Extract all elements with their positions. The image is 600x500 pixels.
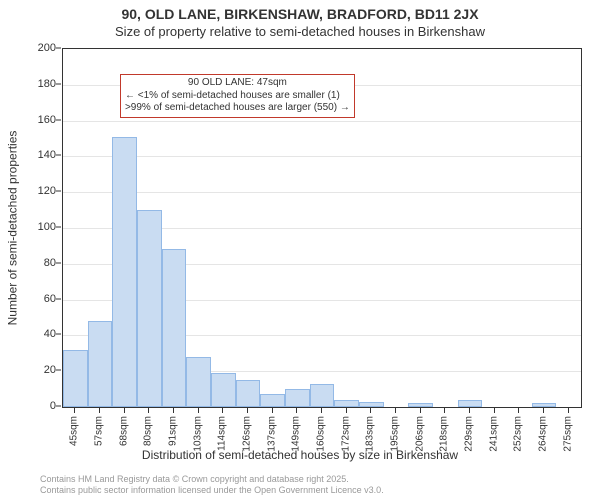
- y-tick-mark: [56, 406, 61, 407]
- annotation-line-2: >99% of semi-detached houses are larger …: [125, 102, 350, 115]
- x-axis-label: Distribution of semi-detached houses by …: [0, 448, 600, 462]
- x-tick-label: 103sqm: [192, 416, 203, 452]
- y-tick-label: 100: [16, 221, 56, 233]
- x-tick-label: 275sqm: [562, 416, 573, 452]
- annotation-box: 90 OLD LANE: 47sqm ← <1% of semi-detache…: [120, 74, 355, 118]
- y-tick-label: 20: [16, 364, 56, 376]
- x-tick-label: 229sqm: [464, 416, 475, 452]
- title-line-1: 90, OLD LANE, BIRKENSHAW, BRADFORD, BD11…: [0, 6, 600, 22]
- x-tick-mark: [346, 408, 347, 413]
- x-tick-label: 126sqm: [242, 416, 253, 452]
- x-tick-label: 57sqm: [94, 416, 105, 446]
- y-tick-label: 200: [16, 42, 56, 54]
- x-tick-mark: [173, 408, 174, 413]
- x-tick-label: 252sqm: [513, 416, 524, 452]
- footer-line-2: Contains public sector information licen…: [40, 485, 384, 496]
- x-tick-label: 91sqm: [168, 416, 179, 446]
- y-tick-mark: [56, 83, 61, 84]
- y-tick-mark: [56, 119, 61, 120]
- x-tick-label: 183sqm: [365, 416, 376, 452]
- x-tick-mark: [148, 408, 149, 413]
- x-tick-label: 68sqm: [118, 416, 129, 446]
- x-tick-mark: [543, 408, 544, 413]
- x-tick-label: 45sqm: [69, 416, 80, 446]
- x-tick-mark: [198, 408, 199, 413]
- annotation-line-1: ← <1% of semi-detached houses are smalle…: [125, 90, 350, 103]
- annotation-title: 90 OLD LANE: 47sqm: [125, 77, 350, 90]
- plot-area: 90 OLD LANE: 47sqm ← <1% of semi-detache…: [62, 48, 582, 408]
- x-tick-label: 149sqm: [291, 416, 302, 452]
- annotations-layer: 90 OLD LANE: 47sqm ← <1% of semi-detache…: [63, 49, 581, 407]
- x-tick-mark: [518, 408, 519, 413]
- y-tick-mark: [56, 48, 61, 49]
- y-tick-label: 180: [16, 78, 56, 90]
- x-tick-label: 264sqm: [538, 416, 549, 452]
- x-tick-mark: [469, 408, 470, 413]
- footer: Contains HM Land Registry data © Crown c…: [40, 474, 384, 496]
- x-tick-mark: [296, 408, 297, 413]
- x-tick-mark: [247, 408, 248, 413]
- x-tick-mark: [99, 408, 100, 413]
- x-tick-label: 218sqm: [439, 416, 450, 452]
- title-line-2: Size of property relative to semi-detach…: [0, 24, 600, 39]
- x-tick-mark: [74, 408, 75, 413]
- y-tick-label: 140: [16, 149, 56, 161]
- y-tick-label: 0: [16, 400, 56, 412]
- footer-line-1: Contains HM Land Registry data © Crown c…: [40, 474, 384, 485]
- y-tick-label: 160: [16, 114, 56, 126]
- y-tick-mark: [56, 262, 61, 263]
- x-tick-label: 241sqm: [488, 416, 499, 452]
- x-tick-label: 206sqm: [414, 416, 425, 452]
- x-tick-mark: [444, 408, 445, 413]
- x-tick-mark: [124, 408, 125, 413]
- y-tick-label: 60: [16, 293, 56, 305]
- x-tick-label: 137sqm: [266, 416, 277, 452]
- x-tick-label: 114sqm: [217, 416, 228, 451]
- y-tick-mark: [56, 370, 61, 371]
- x-tick-mark: [568, 408, 569, 413]
- y-tick-mark: [56, 191, 61, 192]
- y-tick-mark: [56, 298, 61, 299]
- x-tick-label: 172sqm: [340, 416, 351, 452]
- x-tick-mark: [222, 408, 223, 413]
- x-tick-label: 195sqm: [390, 416, 401, 452]
- y-tick-label: 120: [16, 185, 56, 197]
- y-tick-mark: [56, 227, 61, 228]
- y-tick-label: 40: [16, 328, 56, 340]
- y-tick-label: 80: [16, 257, 56, 269]
- y-axis: 020406080100120140160180200: [0, 48, 62, 408]
- x-tick-label: 80sqm: [143, 416, 154, 446]
- y-tick-mark: [56, 334, 61, 335]
- x-tick-mark: [370, 408, 371, 413]
- x-tick-label: 160sqm: [316, 416, 327, 452]
- x-tick-mark: [321, 408, 322, 413]
- y-tick-mark: [56, 155, 61, 156]
- x-tick-mark: [420, 408, 421, 413]
- x-tick-mark: [494, 408, 495, 413]
- chart-container: 90, OLD LANE, BIRKENSHAW, BRADFORD, BD11…: [0, 0, 600, 500]
- x-tick-mark: [272, 408, 273, 413]
- x-tick-mark: [395, 408, 396, 413]
